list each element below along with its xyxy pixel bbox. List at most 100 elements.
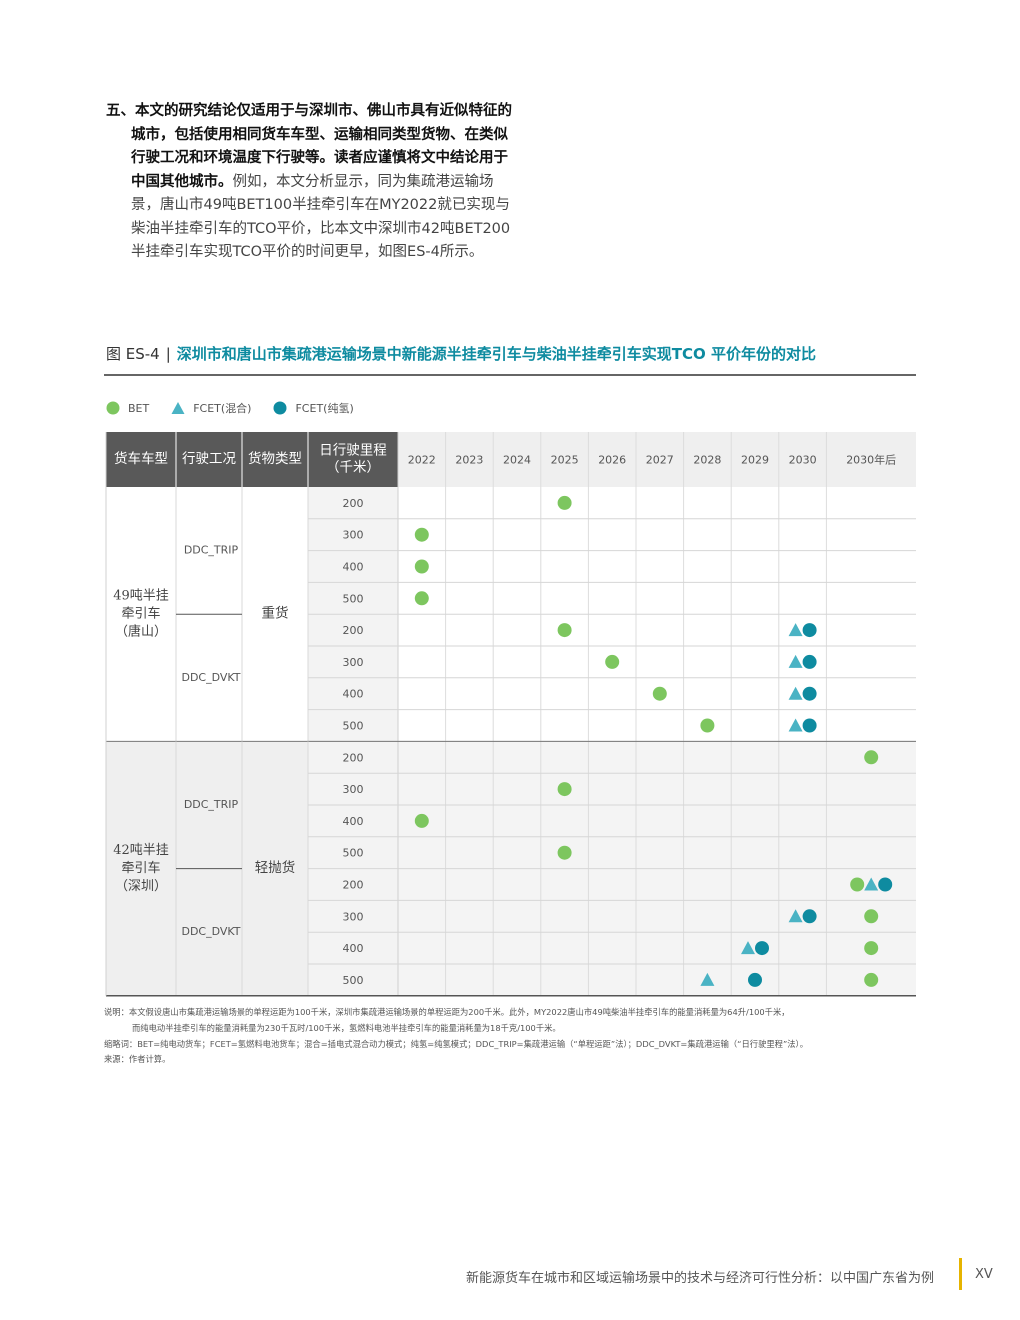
bet-marker	[700, 718, 715, 733]
legend-item-fcet-h2: FCET(纯氢)	[273, 400, 354, 416]
bet-marker	[864, 972, 879, 987]
tco-parity-table: 货车车型 行驶工况 货物类型 日行驶里程（千米） 2022 2023 2024 2025 202…	[105, 432, 916, 997]
fcet-h2-marker	[878, 877, 893, 892]
fcet-h2-marker	[802, 623, 817, 638]
mileage-label: 400	[343, 815, 364, 828]
bet-marker	[414, 559, 429, 574]
bet-marker	[557, 623, 572, 638]
fcet-mix-marker	[788, 623, 803, 637]
bet-marker	[557, 495, 572, 510]
footer-divider	[959, 1258, 962, 1290]
note-abbreviations: 缩略词：BET=纯电动货车；FCET=氢燃料电池货车；混合=插电式混合动力模式；…	[104, 1038, 808, 1049]
legend-label-fcet-mix: FCET(混合)	[193, 402, 252, 415]
figure-caption: 深圳市和唐山市集疏港运输场景中新能源半挂牵引车与柴油半挂牵引车实现TCO 平价年…	[176, 345, 817, 363]
figure-title: 图 ES-4 | 深圳市和唐山市集疏港运输场景中新能源半挂牵引车与柴油半挂牵引车实现…	[106, 343, 816, 364]
bet-marker	[414, 813, 429, 828]
year-header-2029: 2029	[741, 454, 769, 467]
fcet-mix-marker	[788, 909, 803, 923]
condition-label: DDC_TRIP	[184, 798, 239, 811]
header-1: 行驶工况	[182, 451, 236, 467]
paragraph-number: 五、	[106, 103, 135, 119]
mileage-label: 400	[343, 688, 364, 701]
bet-marker	[864, 909, 879, 924]
bet-marker	[850, 877, 865, 892]
mileage-label: 200	[343, 624, 364, 637]
fcet-h2-marker	[802, 909, 817, 924]
fcet-h2-marker	[748, 972, 762, 987]
vehicle-label: 42吨半挂	[113, 843, 169, 858]
mileage-label: 400	[343, 942, 364, 955]
figure-separator: |	[165, 345, 171, 363]
paragraph-bold-text: 本文的研究结论仅适用于与深圳市、佛山市具有近似特征的城市，包括使用相同货车车型、…	[131, 103, 512, 190]
mileage-label: 500	[343, 847, 364, 860]
bet-marker	[864, 941, 879, 956]
vehicle-label: 牵引车	[121, 860, 160, 876]
year-header-2022: 2022	[408, 454, 436, 467]
cargo-label: 重货	[262, 605, 289, 622]
year-header-2023: 2023	[455, 454, 483, 467]
figure-label: 图 ES-4	[106, 345, 160, 363]
fcet-h2-marker	[802, 718, 817, 733]
year-header-2028: 2028	[693, 454, 721, 467]
fcet-h2-circle-icon	[273, 401, 287, 415]
header-2: 货物类型	[248, 450, 302, 467]
year-header-2030年后: 2030年后	[846, 453, 896, 467]
note-line-2: 而纯电动半挂牵引车的能量消耗量为230千瓦时/100千米，氢燃料电池半挂牵引车的…	[132, 1022, 561, 1033]
fcet-mix-marker	[741, 941, 755, 955]
year-header-2026: 2026	[598, 454, 626, 467]
note-line-1: 说明：本文假设唐山市集疏港运输场景的单程运距为100千米，深圳市集疏港运输场景的…	[104, 1007, 790, 1017]
condition-label: DDC_DVKT	[181, 925, 240, 938]
condition-label: DDC_TRIP	[184, 544, 239, 557]
figure-notes: 说明：本文假设唐山市集疏港运输场景的单程运距为100千米，深圳市集疏港运输场景的…	[104, 1005, 924, 1068]
year-header-2030: 2030	[789, 454, 817, 467]
page-number: XV	[975, 1267, 993, 1282]
bet-marker	[557, 782, 572, 797]
year-header-2027: 2027	[646, 454, 674, 467]
mileage-label: 300	[343, 656, 364, 669]
cargo-label: 轻抛货	[255, 859, 296, 876]
legend-item-bet: BET	[106, 401, 149, 415]
fcet-mix-marker	[788, 686, 803, 700]
year-header-2025: 2025	[551, 454, 579, 467]
legend-item-fcet-mix: FCET(混合)	[171, 400, 251, 416]
fcet-h2-marker	[802, 686, 817, 701]
mileage-label: 500	[343, 592, 364, 605]
vehicle-label: 49吨半挂	[113, 589, 169, 604]
bet-marker	[414, 591, 429, 606]
bet-marker	[864, 750, 879, 765]
condition-label: DDC_DVKT	[181, 671, 240, 684]
figure-rule	[104, 374, 916, 376]
mileage-label: 200	[343, 879, 364, 892]
header-3: 日行驶里程	[319, 443, 387, 459]
fcet-mix-triangle-icon	[171, 402, 185, 414]
vehicle-label: （唐山）	[115, 624, 167, 640]
legend-label-bet: BET	[128, 401, 150, 415]
fcet-mix-marker	[788, 654, 803, 668]
mileage-label: 300	[343, 910, 364, 923]
header-0: 货车车型	[114, 450, 168, 467]
bet-marker	[414, 527, 429, 542]
legend-label-fcet-h2: FCET(纯氢)	[295, 402, 354, 415]
mileage-label: 400	[343, 561, 364, 574]
mileage-label: 200	[343, 751, 364, 764]
year-header-bg	[398, 432, 916, 487]
mileage-label: 200	[343, 497, 364, 510]
fcet-mix-marker	[700, 972, 715, 986]
body-paragraph: 五、本文的研究结论仅适用于与深圳市、佛山市具有近似特征的城市，包括使用相同货车车…	[106, 100, 517, 265]
bet-marker	[652, 686, 667, 701]
legend: BET FCET(混合) FCET(纯氢)	[106, 400, 376, 416]
bet-marker	[557, 845, 572, 860]
mileage-label: 500	[343, 974, 364, 987]
header-3: （千米）	[326, 460, 380, 476]
fcet-mix-marker	[864, 877, 879, 891]
mileage-label: 300	[343, 783, 364, 796]
fcet-h2-marker	[755, 941, 769, 956]
vehicle-label: （深圳）	[115, 879, 167, 894]
bet-marker	[605, 654, 620, 669]
note-source: 来源：作者计算。	[104, 1054, 171, 1065]
bet-circle-icon	[106, 401, 120, 415]
fcet-mix-marker	[788, 718, 803, 732]
paragraph-text: 例如，本文分析显示，同为集疏港运输场景，唐山市49吨BET100半挂牵引车在MY…	[131, 173, 511, 261]
table-header-bg	[106, 432, 398, 487]
year-header-2024: 2024	[503, 454, 531, 467]
